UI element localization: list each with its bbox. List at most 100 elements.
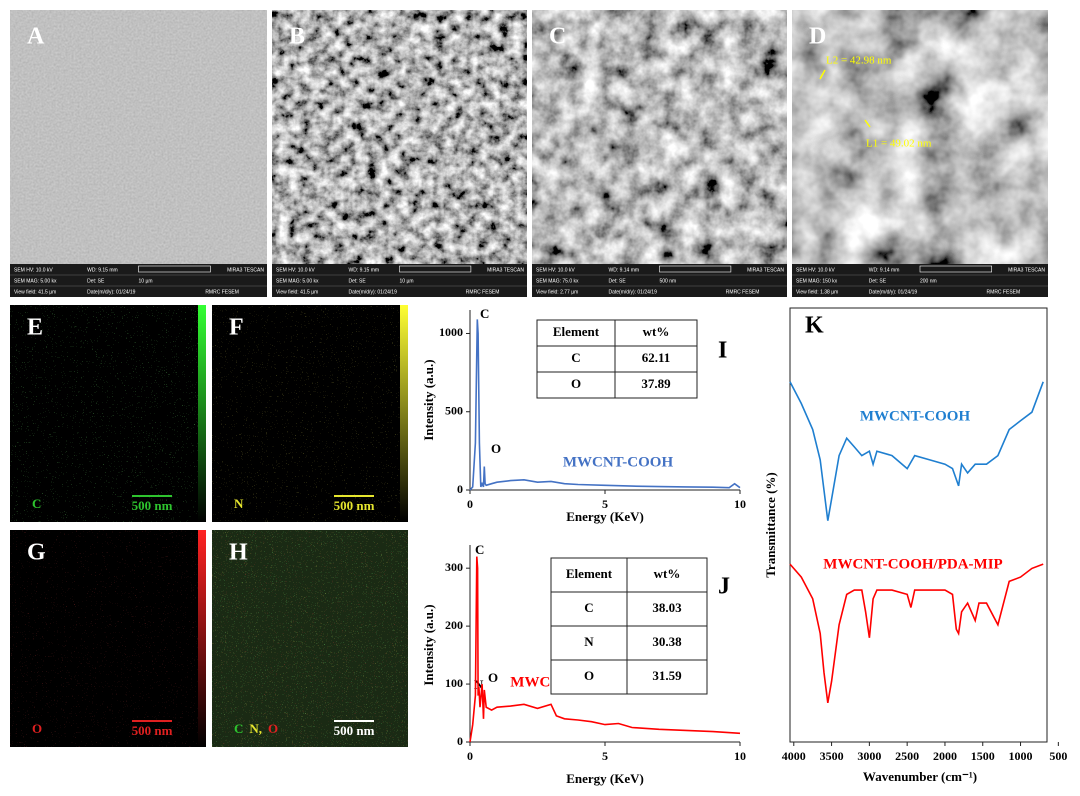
x-tick-label: 5 bbox=[602, 497, 608, 511]
info-text: SEM HV: 10.0 kV bbox=[14, 267, 53, 273]
panel-label: F bbox=[229, 315, 244, 341]
map-dots bbox=[10, 305, 206, 522]
x-tick-label: 1500 bbox=[971, 749, 995, 763]
plot-frame bbox=[789, 307, 1048, 743]
scale-ruler bbox=[399, 265, 472, 273]
panel-label: D bbox=[809, 24, 826, 50]
info-text: View field: 1.38 µm bbox=[796, 289, 838, 295]
peak-label: C bbox=[480, 306, 489, 321]
info-text: MIRA3 TESCAN bbox=[487, 267, 524, 273]
series-line bbox=[789, 563, 1044, 704]
x-tick-label: 1000 bbox=[1009, 749, 1033, 763]
table-cell: 31.59 bbox=[652, 668, 682, 683]
table-cell: O bbox=[584, 668, 594, 683]
info-text: RMRC FESEM bbox=[726, 289, 760, 295]
x-tick-label: 2500 bbox=[895, 749, 919, 763]
info-text: RMRC FESEM bbox=[987, 289, 1021, 295]
map-dots bbox=[10, 530, 206, 747]
series-name: MWCNT-COOH/PDA-MIP bbox=[823, 556, 1002, 572]
scale-ruler bbox=[138, 265, 211, 273]
info-text: Det: SE bbox=[609, 278, 627, 284]
element-label: O bbox=[268, 721, 278, 736]
table-cell: O bbox=[571, 376, 581, 391]
element-label: O bbox=[32, 721, 42, 736]
y-axis-label: Intensity (a.u.) bbox=[421, 359, 436, 440]
x-tick-label: 0 bbox=[467, 497, 473, 511]
x-tick-label: 5 bbox=[602, 749, 608, 763]
y-tick-label: 300 bbox=[445, 560, 463, 574]
panel-label: E bbox=[27, 315, 43, 341]
info-text: View field: 41.5 µm bbox=[14, 289, 56, 295]
panel-label: K bbox=[805, 313, 824, 339]
x-axis-label: Wavenumber (cm⁻¹) bbox=[863, 769, 977, 784]
info-text: SEM MAG: 150 kx bbox=[796, 278, 838, 284]
info-text: 10 µm bbox=[139, 278, 153, 284]
info-text: WD: 9.15 mm bbox=[87, 267, 118, 273]
sem-image bbox=[10, 10, 267, 297]
measurement: L1 = 49.02 nm bbox=[866, 138, 932, 150]
info-text: SEM MAG: 5.00 kx bbox=[276, 278, 319, 284]
info-text: Det: SE bbox=[869, 278, 887, 284]
info-text: Date(m/d/y): 01/24/19 bbox=[869, 289, 918, 295]
info-text: WD: 9.14 mm bbox=[869, 267, 900, 273]
panel-label: A bbox=[27, 24, 45, 50]
intensity-bar bbox=[400, 305, 408, 522]
intensity-bar bbox=[198, 305, 206, 522]
y-axis-label: Transmittance (%) bbox=[763, 472, 778, 578]
info-text: Date(m/d/y): 01/24/19 bbox=[349, 289, 398, 295]
info-text: Date(m/d/y): 01/24/19 bbox=[609, 289, 658, 295]
y-tick-label: 1000 bbox=[439, 325, 463, 339]
map-dots bbox=[212, 305, 408, 522]
table-cell: wt% bbox=[643, 324, 670, 339]
info-text: 200 nm bbox=[920, 278, 937, 284]
x-axis-label: Energy (KeV) bbox=[566, 509, 644, 524]
scale-label: 500 nm bbox=[132, 723, 173, 738]
table-cell: wt% bbox=[654, 566, 681, 581]
info-text: MIRA3 TESCAN bbox=[227, 267, 264, 273]
x-tick-label: 500 bbox=[1049, 749, 1067, 763]
table-cell: C bbox=[584, 600, 593, 615]
x-axis-label: Energy (KeV) bbox=[566, 771, 644, 786]
panel-label: C bbox=[549, 24, 566, 50]
panel-label: G bbox=[27, 540, 46, 566]
peak-label: O bbox=[488, 670, 498, 685]
x-tick-label: 0 bbox=[467, 749, 473, 763]
sem-image bbox=[272, 10, 527, 297]
info-text: Date(m/d/y): 01/24/19 bbox=[87, 289, 136, 295]
info-text: 500 nm bbox=[660, 278, 677, 284]
y-tick-label: 200 bbox=[445, 618, 463, 632]
table-cell: 38.03 bbox=[652, 600, 682, 615]
y-tick-label: 100 bbox=[445, 676, 463, 690]
info-text: Det: SE bbox=[349, 278, 367, 284]
info-text: SEM HV: 10.0 kV bbox=[536, 267, 575, 273]
measure-line bbox=[864, 119, 871, 128]
x-tick-label: 10 bbox=[734, 749, 746, 763]
panel-label: H bbox=[229, 540, 248, 566]
info-text: WD: 9.15 mm bbox=[349, 267, 380, 273]
table-cell: Element bbox=[566, 566, 613, 581]
peak-label: C bbox=[475, 542, 484, 557]
y-axis-label: Intensity (a.u.) bbox=[421, 604, 436, 685]
table-cell: Element bbox=[553, 324, 600, 339]
info-text: SEM HV: 10.0 kV bbox=[276, 267, 315, 273]
info-text: WD: 9.14 mm bbox=[609, 267, 640, 273]
series-name: MWCNT-COOH bbox=[860, 408, 971, 424]
x-tick-label: 3000 bbox=[857, 749, 881, 763]
y-tick-label: 0 bbox=[457, 734, 463, 748]
scale-ruler bbox=[919, 265, 992, 273]
element-label: C bbox=[32, 496, 41, 511]
info-text: MIRA3 TESCAN bbox=[747, 267, 784, 273]
series-line bbox=[469, 556, 741, 743]
element-label: N, bbox=[249, 721, 262, 736]
table-cell: 37.89 bbox=[641, 376, 671, 391]
x-tick-label: 3500 bbox=[820, 749, 844, 763]
x-tick-label: 10 bbox=[734, 497, 746, 511]
peak-label: N bbox=[474, 677, 484, 692]
measure-line bbox=[819, 69, 826, 80]
info-text: View field: 2.77 µm bbox=[536, 289, 578, 295]
table-cell: C bbox=[571, 350, 580, 365]
info-text: View field: 41.5 µm bbox=[276, 289, 318, 295]
x-tick-label: 4000 bbox=[782, 749, 806, 763]
